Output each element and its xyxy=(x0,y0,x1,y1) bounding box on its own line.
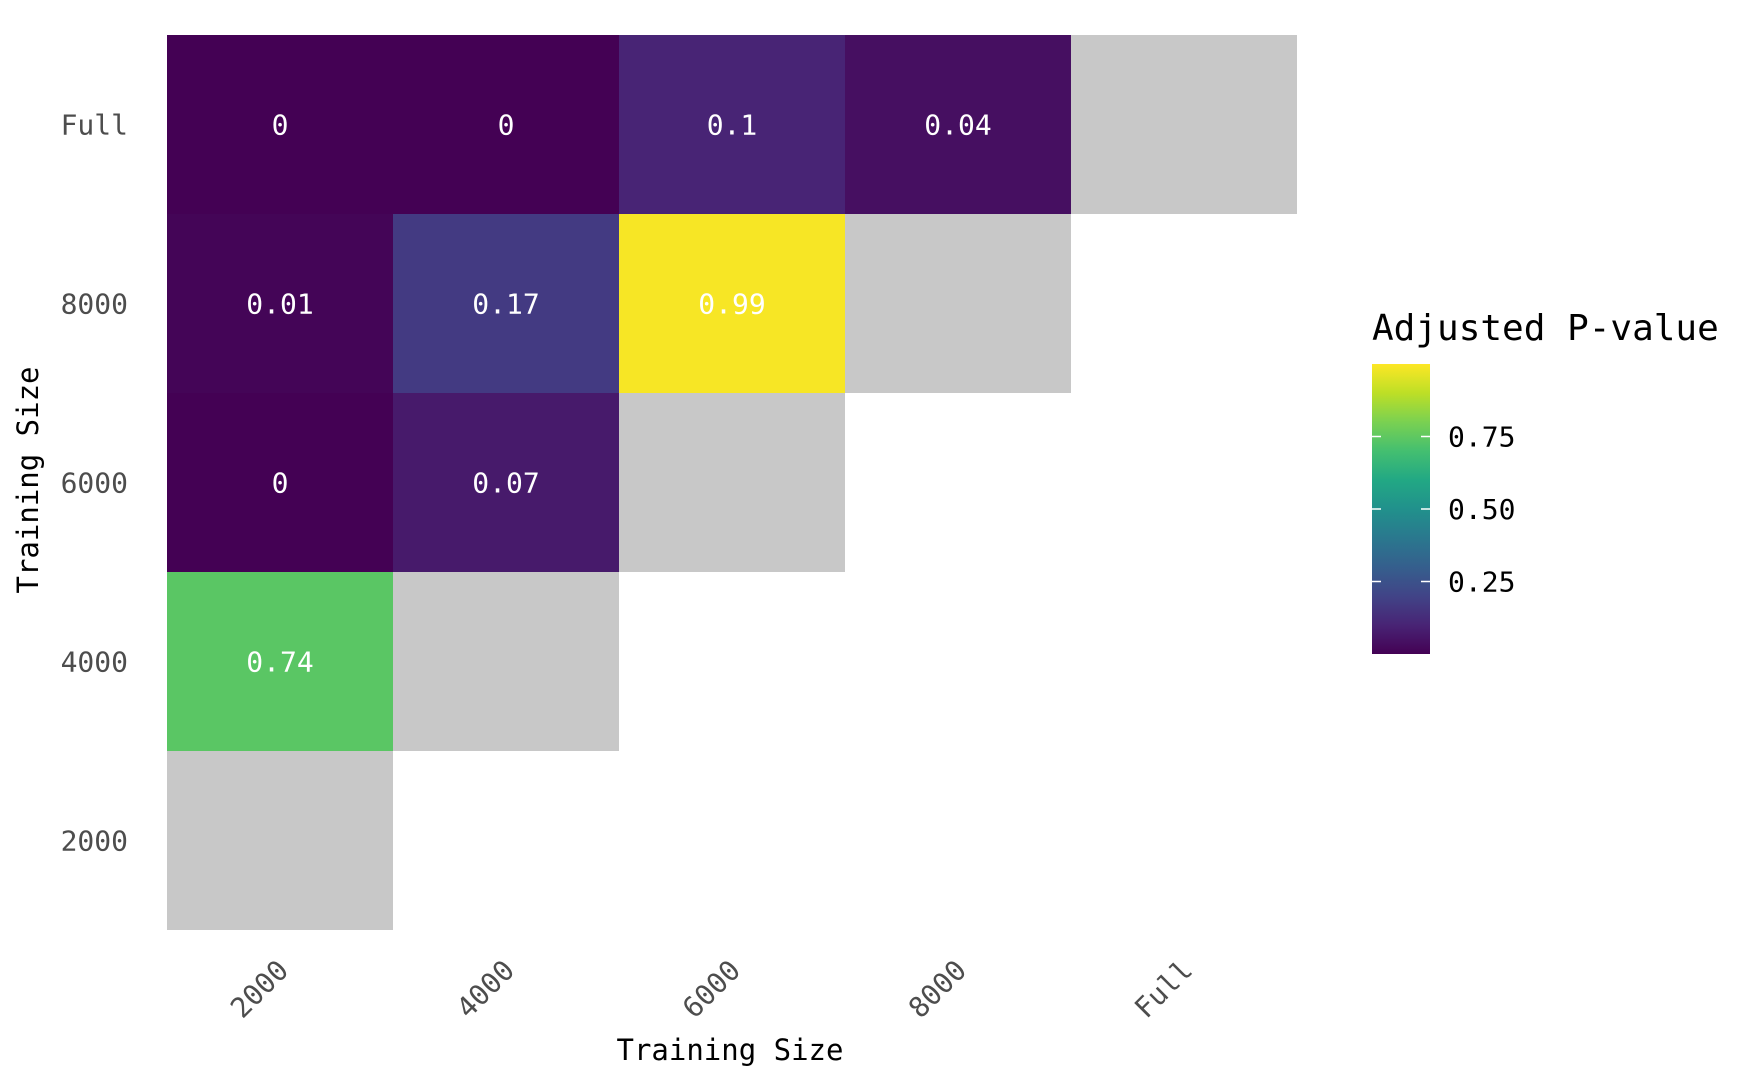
y-tick-full: Full xyxy=(61,109,128,142)
heatmap-cell-4000-full xyxy=(393,35,619,214)
cell-label-4000-full: 0 xyxy=(498,109,515,142)
x-axis-title: Training Size xyxy=(617,1033,844,1067)
cell-label-2000-full: 0 xyxy=(272,109,289,142)
x-tick-8000: 8000 xyxy=(902,954,973,1025)
legend-tick-label: 0.75 xyxy=(1448,421,1515,454)
cell-labels: 0 0 0.1 0.04 0.01 0.17 0.99 0 0.07 0.74 xyxy=(246,109,991,679)
cell-label-8000-full: 0.04 xyxy=(924,109,991,142)
y-axis-ticks: 2000 4000 6000 8000 Full xyxy=(61,109,128,858)
heatmap-cell-6000-8000 xyxy=(619,214,845,393)
color-legend: Adjusted P-value 0.25 0.50 0.75 xyxy=(1372,308,1719,654)
y-tick-6000: 6000 xyxy=(61,467,128,500)
y-tick-8000: 8000 xyxy=(61,288,128,321)
y-tick-2000: 2000 xyxy=(61,825,128,858)
x-tick-2000: 2000 xyxy=(224,954,295,1025)
y-tick-4000: 4000 xyxy=(61,646,128,679)
cell-label-6000-full: 0.1 xyxy=(707,109,758,142)
heatmap-cell-2000-6000 xyxy=(167,393,393,572)
cell-label-6000-8000: 0.99 xyxy=(698,288,765,321)
heatmap-cells xyxy=(167,35,1297,930)
heatmap-cell-8000-full xyxy=(845,35,1071,214)
x-axis-ticks: 2000 4000 6000 8000 Full xyxy=(224,954,1199,1025)
y-axis-title: Training Size xyxy=(11,367,45,594)
heatmap-cell-full-full xyxy=(1071,35,1297,214)
legend-tick-label: 0.50 xyxy=(1448,493,1515,526)
heatmap-cell-4000-6000 xyxy=(393,393,619,572)
x-tick-full: Full xyxy=(1128,954,1199,1025)
heatmap-cell-2000-8000 xyxy=(167,214,393,393)
cell-label-4000-6000: 0.07 xyxy=(472,467,539,500)
heatmap-cell-6000-6000 xyxy=(619,393,845,572)
heatmap-cell-2000-2000 xyxy=(167,751,393,930)
legend-tick-label: 0.25 xyxy=(1448,566,1515,599)
x-tick-4000: 4000 xyxy=(450,954,521,1025)
heatmap-cell-4000-8000 xyxy=(393,214,619,393)
heatmap-cell-4000-4000 xyxy=(393,572,619,751)
cell-label-2000-4000: 0.74 xyxy=(246,646,313,679)
heatmap-cell-2000-full xyxy=(167,35,393,214)
cell-label-2000-8000: 0.01 xyxy=(246,288,313,321)
legend-ticks: 0.25 0.50 0.75 xyxy=(1372,421,1515,599)
x-tick-6000: 6000 xyxy=(676,954,747,1025)
heatmap-cell-6000-full xyxy=(619,35,845,214)
heatmap-cell-2000-4000 xyxy=(167,572,393,751)
legend-title: Adjusted P-value xyxy=(1372,308,1719,349)
legend-colorbar xyxy=(1372,364,1430,654)
cell-label-4000-8000: 0.17 xyxy=(472,288,539,321)
heatmap-cell-8000-8000 xyxy=(845,214,1071,393)
cell-label-2000-6000: 0 xyxy=(272,467,289,500)
